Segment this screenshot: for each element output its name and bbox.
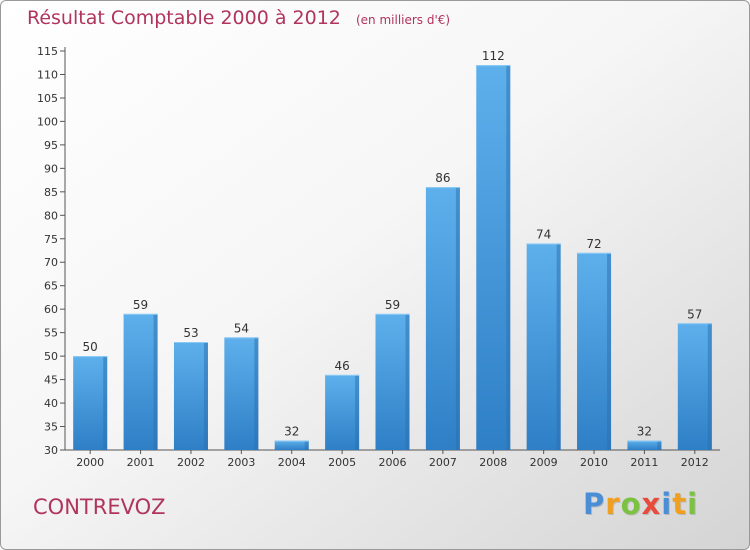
bar-shade (153, 313, 158, 450)
y-tick-label: 70 (44, 256, 58, 269)
brand-letter: P (583, 487, 606, 521)
bar-shade (203, 342, 208, 450)
bar (627, 440, 662, 450)
bar-value-label: 54 (234, 321, 249, 335)
y-tick-label: 90 (44, 162, 58, 175)
commune-name: CONTREVOZ (33, 495, 166, 519)
bar (173, 342, 208, 450)
y-tick-label: 35 (44, 421, 58, 434)
bar-shade (455, 187, 460, 451)
y-tick-label: 110 (37, 68, 58, 81)
x-tick-label: 2002 (177, 456, 205, 469)
x-tick-label: 2005 (328, 456, 356, 469)
x-tick-label: 2011 (630, 456, 658, 469)
bar-shade (304, 440, 309, 450)
bar-shade (556, 243, 561, 450)
bar-value-label: 112 (482, 49, 505, 63)
bar (73, 356, 108, 450)
title-row: Résultat Comptable 2000 à 2012 (en milli… (27, 7, 450, 29)
y-tick-label: 75 (44, 233, 58, 246)
bar-shade (103, 356, 108, 450)
bar-shade (405, 313, 410, 450)
bar-value-label: 32 (284, 425, 299, 439)
bar (526, 243, 561, 450)
bar (123, 313, 158, 450)
bar-value-label: 59 (133, 298, 148, 312)
brand-letter: i (687, 487, 699, 521)
bar-shade (254, 337, 259, 450)
x-tick-label: 2008 (479, 456, 507, 469)
y-tick-label: 105 (37, 92, 58, 105)
y-tick-label: 60 (44, 303, 58, 316)
x-tick-label: 2006 (379, 456, 407, 469)
bar-shade (506, 65, 511, 451)
x-tick-label: 2001 (127, 456, 155, 469)
x-tick-label: 2007 (429, 456, 457, 469)
bar (677, 323, 712, 450)
x-tick-label: 2000 (76, 456, 104, 469)
y-tick-label: 55 (44, 327, 58, 340)
bars-group: 50 59 53 54 32 46 59 86 112 74 72 32 57 (73, 49, 712, 451)
bar (425, 187, 460, 451)
brand-letter: t (672, 487, 688, 521)
bar-value-label: 50 (83, 340, 98, 354)
bar-value-label: 46 (334, 359, 349, 373)
bar-shade (607, 252, 612, 450)
x-tick-label: 2010 (580, 456, 608, 469)
brand-letter: x (641, 487, 662, 521)
bar-value-label: 53 (183, 326, 198, 340)
bar (375, 313, 410, 450)
y-tick-label: 115 (37, 45, 58, 58)
x-tick-label: 2004 (278, 456, 306, 469)
y-tick-label: 80 (44, 209, 58, 222)
y-tick-label: 50 (44, 350, 58, 363)
bar (274, 440, 309, 450)
bar-value-label: 32 (637, 425, 652, 439)
bar-shade (707, 323, 712, 450)
bar-value-label: 57 (687, 307, 702, 321)
y-tick-label: 40 (44, 397, 58, 410)
x-tick-label: 2003 (227, 456, 255, 469)
y-tick-label: 85 (44, 186, 58, 199)
y-tick-label: 30 (44, 444, 58, 457)
bar (224, 337, 259, 450)
bar (325, 374, 360, 450)
bar-value-label: 59 (385, 298, 400, 312)
y-tick-label: 95 (44, 139, 58, 152)
brand-letter: r (605, 487, 621, 521)
y-tick-label: 65 (44, 280, 58, 293)
x-tick-label: 2009 (530, 456, 558, 469)
bar-shade (355, 374, 360, 450)
bar-value-label: 86 (435, 171, 450, 185)
brand-letter: o (620, 487, 642, 521)
bar (476, 65, 511, 451)
bar-value-label: 74 (536, 227, 551, 241)
y-tick-label: 45 (44, 374, 58, 387)
brand-letter: i (661, 487, 673, 521)
chart-unit-note: (en milliers d'€) (355, 13, 451, 27)
chart-title: Résultat Comptable 2000 à 2012 (27, 7, 341, 29)
x-tick-label: 2012 (681, 456, 709, 469)
bar (577, 252, 612, 450)
bar-shade (657, 440, 662, 450)
bar-value-label: 72 (586, 237, 601, 251)
y-tick-label: 100 (37, 115, 58, 128)
brand-logo: Proxiti (583, 487, 698, 521)
